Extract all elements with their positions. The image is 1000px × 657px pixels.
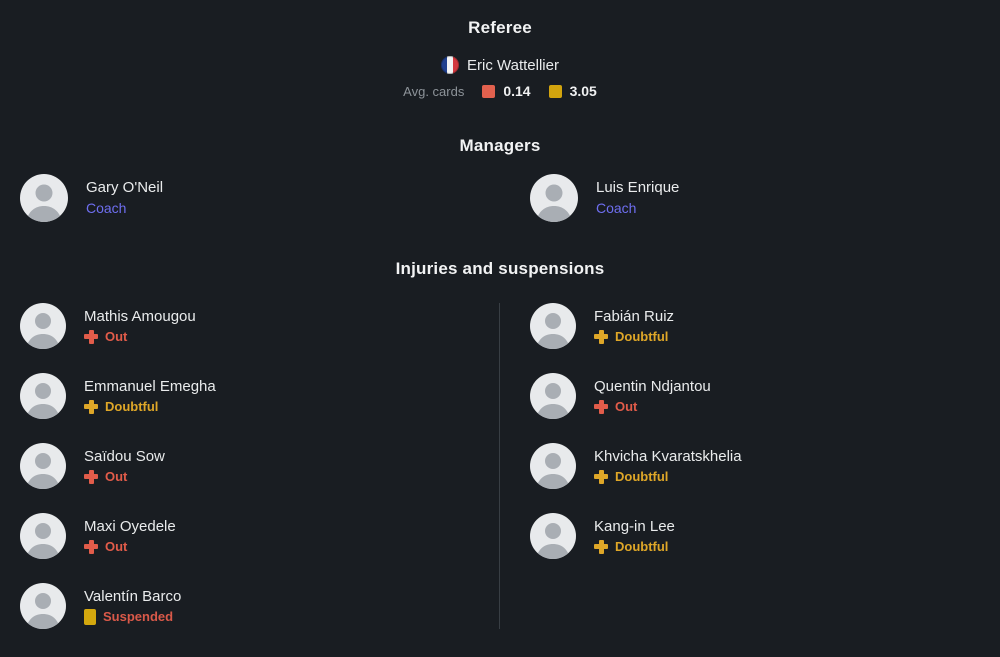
status-label: Out	[105, 328, 128, 344]
referee-section: Referee Eric Wattellier Avg. cards 0.14 …	[0, 18, 1000, 100]
yellow-card-icon	[84, 608, 96, 625]
person-icon	[26, 184, 62, 222]
person-icon	[536, 453, 570, 489]
medical-cross-icon	[84, 469, 98, 484]
injury-row[interactable]: Saïdou Sow Out	[20, 443, 499, 489]
injury-row[interactable]: Mathis Amougou Out	[20, 303, 499, 349]
player-status: Out	[594, 399, 711, 415]
managers-section: Managers Gary O'Neil Coach	[0, 136, 1000, 223]
injuries-away-list: Fabián Ruiz Doubtful Quentin Ndjantou Ou…	[500, 303, 1000, 629]
injury-row[interactable]: Fabián Ruiz Doubtful	[530, 303, 1000, 349]
medical-cross-icon	[594, 399, 608, 414]
player-avatar	[530, 443, 576, 489]
person-icon	[536, 184, 572, 222]
injury-row[interactable]: Kang-in Lee Doubtful	[530, 513, 1000, 559]
manager-row-away[interactable]: Luis Enrique Coach	[530, 173, 1000, 223]
manager-avatar	[20, 174, 68, 222]
manager-name: Luis Enrique	[596, 179, 680, 196]
player-name: Saïdou Sow	[84, 447, 165, 465]
yellow-card-icon	[548, 84, 562, 98]
manager-avatar	[530, 174, 578, 222]
person-icon	[536, 313, 570, 349]
status-label: Doubtful	[105, 398, 159, 414]
status-label: Doubtful	[615, 538, 669, 554]
person-icon	[26, 313, 60, 349]
avg-cards-row: Avg. cards 0.14 3.05	[0, 82, 1000, 100]
player-status: Doubtful	[594, 539, 675, 555]
injury-row[interactable]: Maxi Oyedele Out	[20, 513, 499, 559]
france-flag-icon	[441, 56, 460, 74]
avg-cards-label: Avg. cards	[403, 83, 465, 99]
injury-row[interactable]: Valentín Barco Suspended	[20, 583, 499, 629]
medical-cross-icon	[84, 329, 98, 344]
status-label: Out	[615, 398, 638, 414]
avg-yellow-cards-value: 3.05	[569, 83, 597, 99]
referee-heading: Referee	[468, 18, 532, 37]
manager-row-home[interactable]: Gary O'Neil Coach	[20, 173, 500, 223]
injury-row[interactable]: Quentin Ndjantou Out	[530, 373, 1000, 419]
player-status: Suspended	[84, 608, 181, 625]
player-name: Quentin Ndjantou	[594, 377, 711, 395]
status-label: Out	[105, 538, 128, 554]
player-status: Out	[84, 469, 165, 485]
medical-cross-icon	[594, 539, 608, 554]
player-name: Mathis Amougou	[84, 307, 196, 325]
player-avatar	[530, 373, 576, 419]
player-avatar	[20, 303, 66, 349]
injury-row[interactable]: Emmanuel Emegha Doubtful	[20, 373, 499, 419]
injuries-grid: Mathis Amougou Out Emmanuel Emegha Doubt…	[0, 303, 1000, 629]
player-status: Doubtful	[84, 399, 216, 415]
player-avatar	[20, 373, 66, 419]
person-icon	[26, 383, 60, 419]
player-name: Kang-in Lee	[594, 517, 675, 535]
player-avatar	[20, 443, 66, 489]
coach-link[interactable]: Coach	[86, 200, 127, 216]
referee-name: Eric Wattellier	[467, 56, 559, 74]
managers-heading: Managers	[459, 136, 541, 155]
person-icon	[26, 523, 60, 559]
injury-row[interactable]: Khvicha Kvaratskhelia Doubtful	[530, 443, 1000, 489]
player-status: Doubtful	[594, 329, 674, 345]
player-avatar	[530, 303, 576, 349]
person-icon	[536, 383, 570, 419]
player-name: Valentín Barco	[84, 587, 182, 605]
injuries-home-list: Mathis Amougou Out Emmanuel Emegha Doubt…	[0, 303, 500, 629]
status-label: Suspended	[103, 608, 174, 624]
person-icon	[536, 523, 570, 559]
player-name: Khvicha Kvaratskhelia	[594, 447, 742, 465]
player-status: Doubtful	[594, 469, 742, 485]
player-name: Emmanuel Emegha	[84, 377, 216, 395]
medical-cross-icon	[594, 329, 608, 344]
player-name: Maxi Oyedele	[84, 517, 176, 535]
red-card-icon	[482, 84, 496, 98]
player-name: Fabián Ruiz	[594, 307, 675, 325]
managers-grid: Gary O'Neil Coach Luis Enrique C	[0, 173, 1000, 223]
manager-name: Gary O'Neil	[86, 179, 164, 196]
person-icon	[26, 453, 60, 489]
status-label: Out	[105, 468, 128, 484]
medical-cross-icon	[84, 399, 98, 414]
player-status: Out	[84, 539, 176, 555]
player-status: Out	[84, 329, 196, 345]
referee-row: Eric Wattellier	[0, 54, 1000, 76]
injuries-section: Injuries and suspensions Mathis Amougou …	[0, 259, 1000, 629]
status-label: Doubtful	[615, 328, 669, 344]
player-avatar	[530, 513, 576, 559]
medical-cross-icon	[84, 539, 98, 554]
status-label: Doubtful	[615, 468, 669, 484]
player-avatar	[20, 513, 66, 559]
player-avatar	[20, 583, 66, 629]
injuries-heading: Injuries and suspensions	[395, 259, 605, 278]
avg-red-cards-value: 0.14	[503, 83, 531, 99]
medical-cross-icon	[594, 469, 608, 484]
person-icon	[26, 593, 60, 629]
coach-link[interactable]: Coach	[596, 200, 637, 216]
